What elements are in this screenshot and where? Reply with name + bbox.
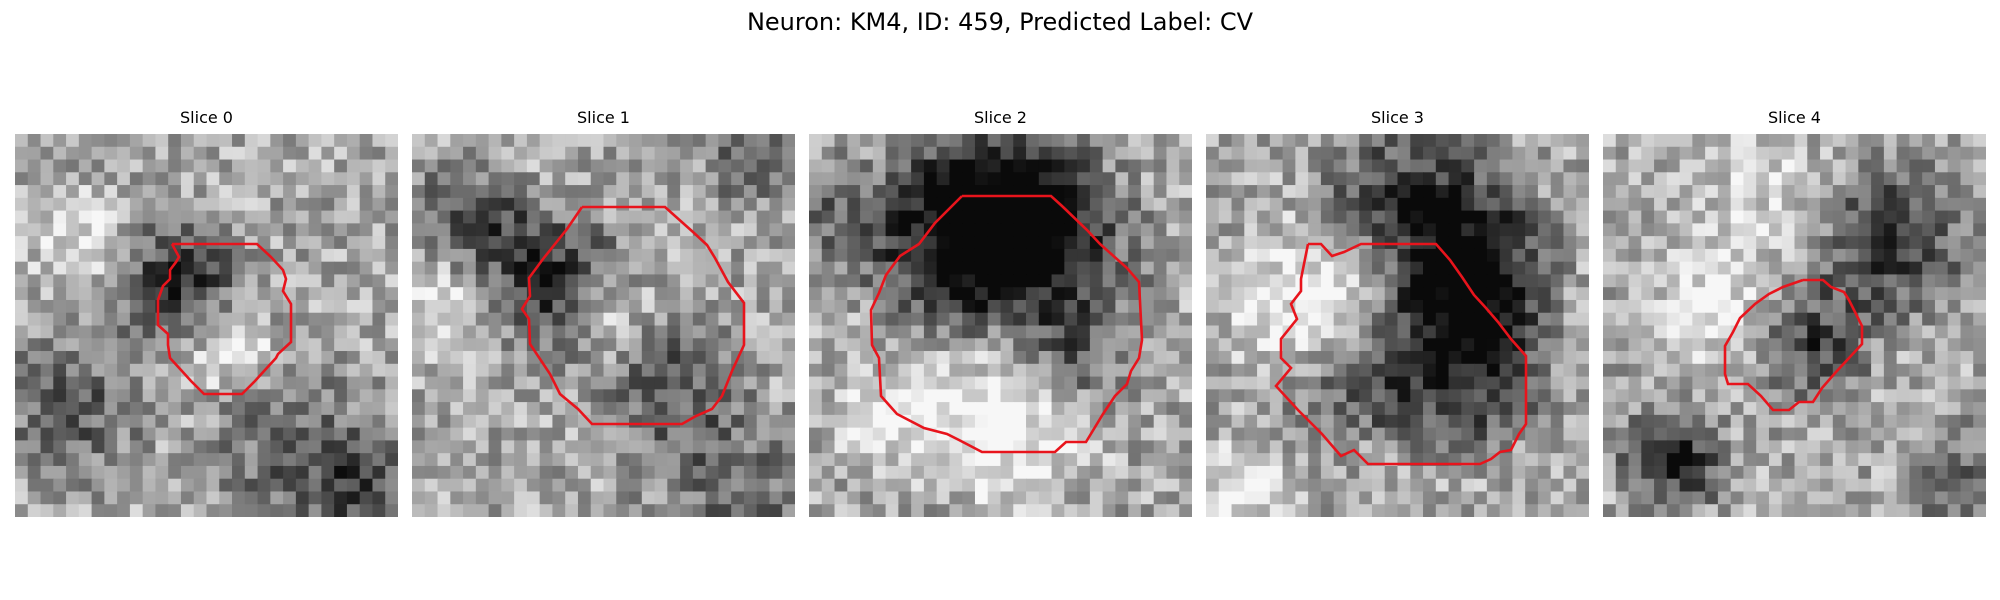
neuron-contour (156, 242, 293, 396)
grayscale-pixel-grid (809, 134, 1192, 517)
slice-title: Slice 0 (180, 108, 233, 127)
slice-panel-1: Slice 1 (412, 106, 795, 517)
slice-panel-4: Slice 4 (1603, 106, 1986, 517)
slice-title: Slice 2 (974, 108, 1027, 127)
neuron-contour (1274, 242, 1528, 466)
slice-image-svg (1206, 134, 1589, 517)
slice-image (1206, 134, 1589, 517)
figure-title: Neuron: KM4, ID: 459, Predicted Label: C… (746, 8, 1254, 36)
neuron-contour (869, 194, 1144, 454)
slice-title: Slice 1 (577, 108, 630, 127)
neuron-contour (1723, 278, 1864, 412)
slice-title: Slice 4 (1768, 108, 1821, 127)
grayscale-pixel-grid (1603, 134, 1986, 517)
grayscale-pixel-grid (15, 134, 398, 517)
slice-image-svg (412, 134, 795, 517)
grayscale-pixel-grid (412, 134, 795, 517)
slice-panel-0: Slice 0 (15, 106, 398, 517)
grayscale-pixel-grid (1206, 134, 1589, 517)
slice-title: Slice 3 (1371, 108, 1424, 127)
slice-panel-2: Slice 2 (809, 106, 1192, 517)
slice-image (412, 134, 795, 517)
slice-image (15, 134, 398, 517)
neuron-contour (520, 205, 746, 426)
slice-image-svg (1603, 134, 1986, 517)
slice-image (1603, 134, 1986, 517)
slice-image-svg (809, 134, 1192, 517)
slice-image-svg (15, 134, 398, 517)
slice-panel-3: Slice 3 (1206, 106, 1589, 517)
slice-image (809, 134, 1192, 517)
